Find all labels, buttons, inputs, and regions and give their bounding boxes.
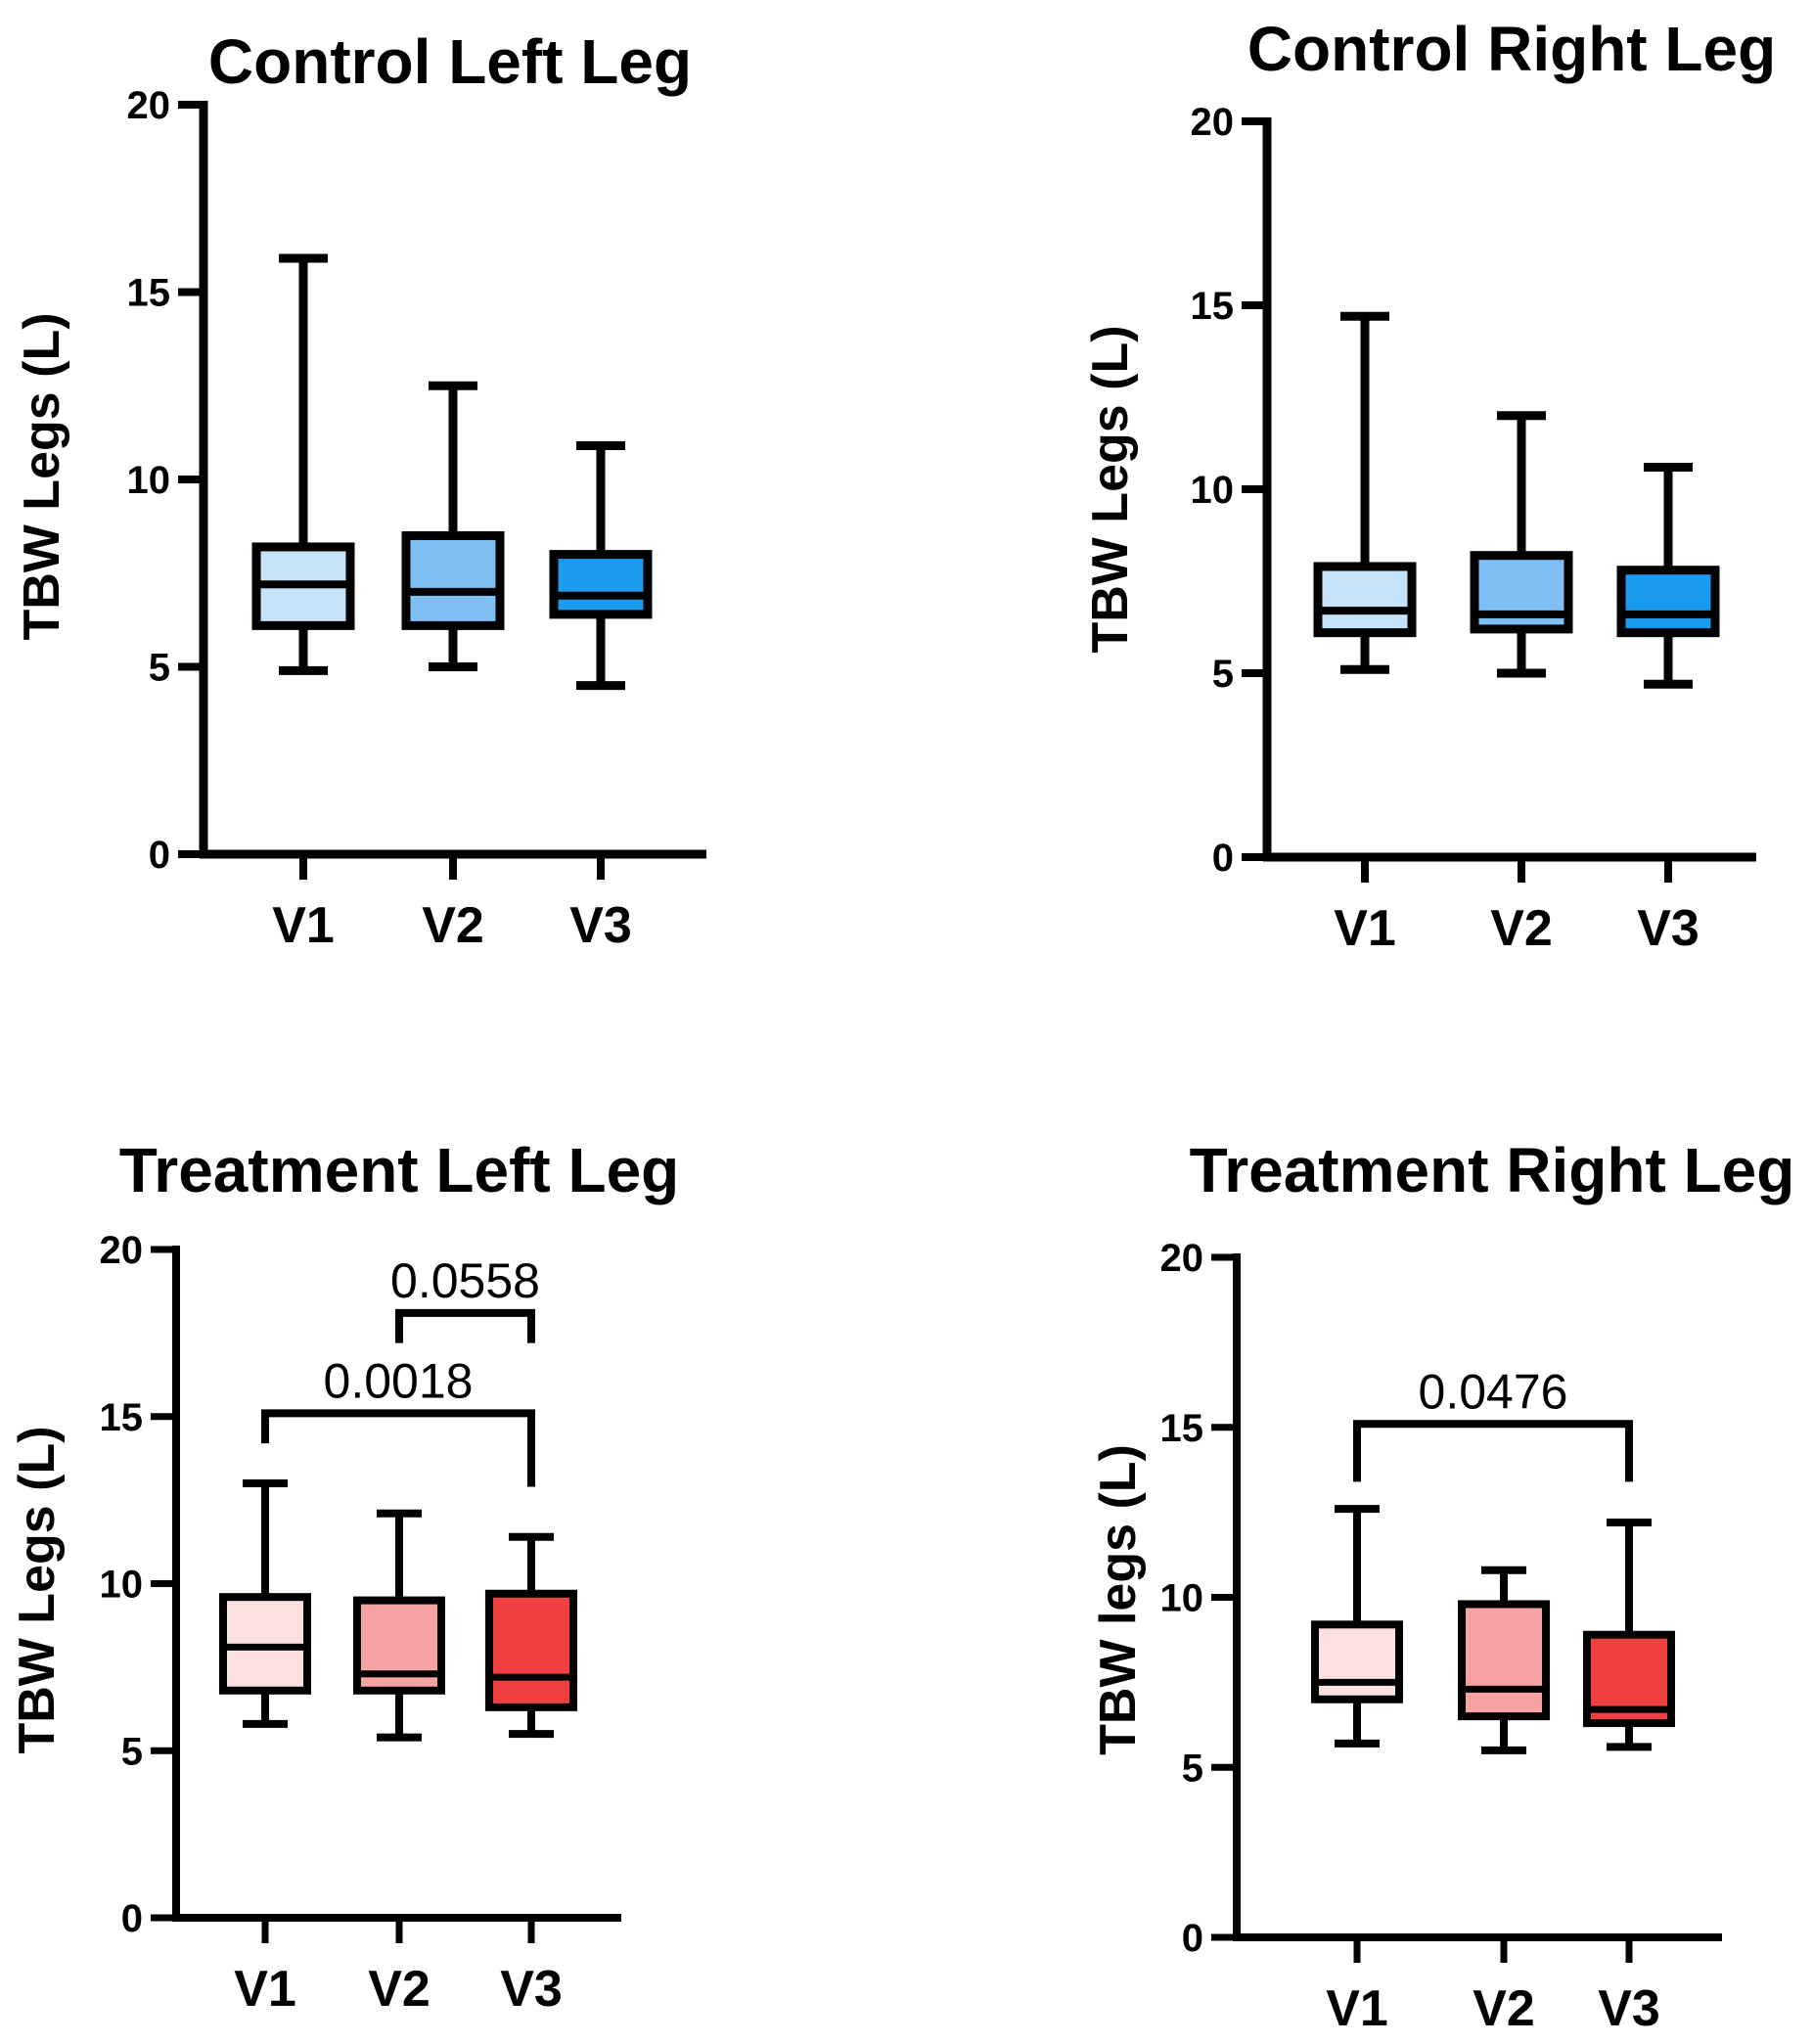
y-axis-label: TBW legs (L) [1090,1444,1147,1755]
y-axis-label: TBW Legs (L) [9,1426,66,1753]
x-tick-label: V1 [272,897,335,954]
x-tick-label: V2 [422,897,484,954]
panel-control-right-leg: Control Right Leg TBW Legs (L) 0 5 10 15 20 V… [1082,14,1776,957]
iqr-box [1616,566,1720,638]
chart-title: Control Right Leg [1247,14,1776,84]
significance-bracket: 0.0476 [1353,1364,1633,1482]
x-tick-label: V2 [1490,900,1553,957]
y-tick-label: 20 [127,84,171,127]
box-v2 [353,1509,445,1742]
x-tick-label: V1 [1334,900,1396,957]
y-tick-label: 20 [1191,101,1235,144]
y-tick-label: 10 [127,459,171,502]
x-tick-label: V3 [1598,1980,1660,2037]
box-v2 [1458,1566,1550,1754]
box-v3 [485,1532,577,1739]
y-tick-label: 15 [1160,1407,1204,1450]
panel-treatment-left-leg: Treatment Left Leg TBW Legs (L) 0 5 10 15 20… [9,1135,679,2018]
box-v1 [219,1479,311,1728]
box-v1 [1313,311,1417,674]
iqr-box [1311,1620,1403,1703]
iqr-box [549,550,653,619]
x-tick-label: V3 [569,897,632,954]
iqr-box [485,1589,577,1711]
box-v2 [1470,411,1573,678]
y-axis-label: TBW Legs (L) [14,312,70,640]
x-tick-label: V1 [1326,1980,1388,2037]
y-tick-label: 0 [1182,1917,1203,1960]
significance-bracket: 0.0018 [261,1353,535,1487]
p-value-label: 0.0476 [1419,1364,1568,1419]
iqr-box [401,530,505,630]
x-tick-label: V3 [500,1961,563,2018]
panel-control-left-leg: Control Left Leg TBW Legs (L) 0 5 10 15 20 V1… [14,26,706,954]
y-tick-label: 15 [1191,285,1235,328]
box-v3 [1616,462,1720,689]
y-tick-label: 10 [1160,1577,1204,1620]
y-tick-label: 10 [100,1564,144,1607]
y-tick-label: 5 [1212,653,1234,696]
y-tick-label: 0 [149,834,170,877]
chart-title: Control Left Leg [208,26,692,97]
bracket-line [1353,1420,1633,1482]
p-value-label: 0.0018 [324,1353,474,1408]
x-tick-label: V3 [1637,900,1700,957]
y-tick-label: 0 [1212,837,1234,880]
iqr-box [1313,562,1417,638]
y-axis-label: TBW Legs (L) [1082,325,1139,653]
chart-title: Treatment Right Leg [1190,1135,1795,1205]
bracket-line [261,1409,535,1487]
box-v3 [549,441,653,691]
y-tick-label: 15 [127,272,171,315]
x-tick-label: V2 [1473,1980,1535,2037]
chart-title: Treatment Left Leg [119,1135,680,1205]
y-tick-label: 15 [100,1396,144,1439]
x-tick-label: V2 [368,1961,431,2018]
box-v3 [1583,1519,1675,1751]
y-tick-label: 20 [1160,1237,1204,1280]
bracket-line [395,1308,535,1343]
x-tick-label: V1 [234,1961,296,2018]
y-tick-label: 5 [121,1730,143,1773]
significance-bracket: 0.0558 [390,1253,540,1343]
y-tick-label: 5 [1182,1747,1203,1790]
y-tick-label: 10 [1191,469,1235,512]
y-tick-label: 0 [121,1897,143,1940]
iqr-box [1458,1600,1550,1721]
box-v2 [401,381,505,671]
y-tick-label: 20 [100,1229,144,1272]
box-v1 [1311,1505,1403,1748]
p-value-label: 0.0558 [390,1253,540,1308]
panel-treatment-right-leg: Treatment Right Leg TBW legs (L) 0 5 10 15 2… [1090,1135,1794,2037]
box-v1 [251,253,355,675]
y-tick-label: 5 [149,647,170,690]
